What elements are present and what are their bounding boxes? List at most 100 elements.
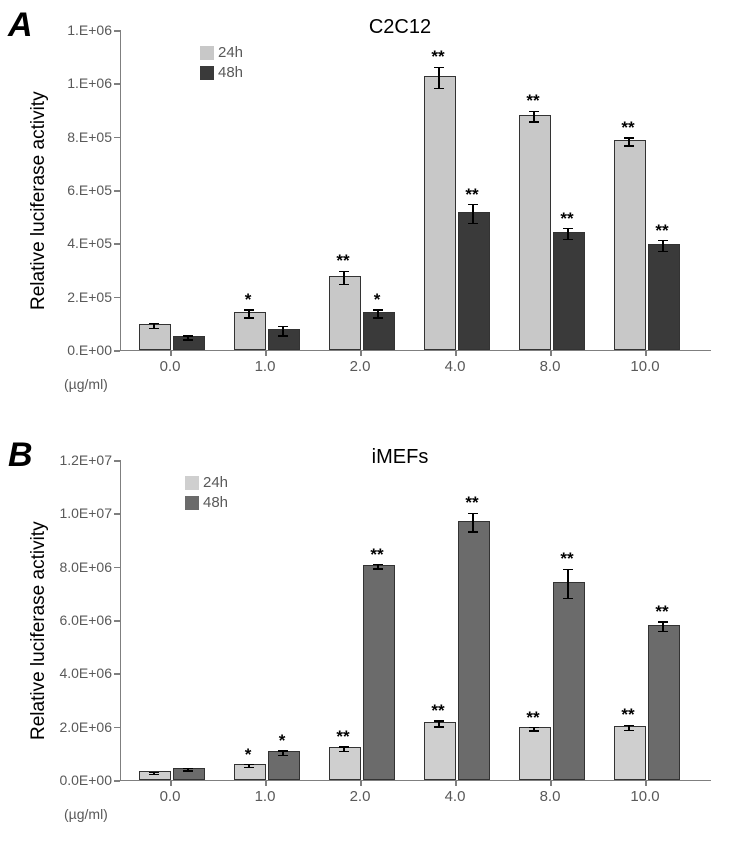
y-tick xyxy=(114,513,120,515)
error-cap xyxy=(278,326,288,328)
bar xyxy=(424,722,456,780)
significance-marker: ** xyxy=(647,221,677,241)
error-cap xyxy=(434,726,444,728)
x-tick xyxy=(550,350,552,356)
x-tick xyxy=(550,780,552,786)
error-cap xyxy=(244,317,254,319)
significance-marker: * xyxy=(233,745,263,765)
significance-marker: ** xyxy=(613,118,643,138)
y-tick-label: 0.E+00 xyxy=(48,342,112,358)
error-cap xyxy=(244,767,254,769)
error-cap xyxy=(183,768,193,770)
y-tick-label: 1.E+06 xyxy=(48,22,112,38)
error-cap xyxy=(149,328,159,330)
bar xyxy=(519,115,551,350)
bar xyxy=(173,336,205,350)
significance-marker: ** xyxy=(647,602,677,622)
x-tick-label: 0.0 xyxy=(140,788,200,805)
panel-a-label: A xyxy=(8,6,33,45)
y-tick-label: 1.E+06 xyxy=(48,75,112,91)
bar xyxy=(614,726,646,780)
x-tick-label: 10.0 xyxy=(615,788,675,805)
x-tick xyxy=(265,350,267,356)
panel-a-plot-area xyxy=(120,30,711,351)
error-cap xyxy=(434,88,444,90)
panel-a-ylabel: Relative luciferase activity xyxy=(28,91,50,310)
significance-marker: ** xyxy=(552,549,582,569)
y-tick xyxy=(114,243,120,245)
y-tick xyxy=(114,567,120,569)
bar xyxy=(648,244,680,350)
y-tick xyxy=(114,297,120,299)
significance-marker: ** xyxy=(423,47,453,67)
bar xyxy=(553,232,585,350)
error-bar xyxy=(343,271,345,284)
panel-b: B iMEFs Relative luciferase activity 24h… xyxy=(0,430,754,862)
y-tick-label: 8.0E+06 xyxy=(48,559,112,575)
x-tick xyxy=(360,780,362,786)
error-cap xyxy=(563,239,573,241)
x-tick xyxy=(455,350,457,356)
y-tick-label: 4.0E+06 xyxy=(48,665,112,681)
bar xyxy=(458,521,490,780)
error-cap xyxy=(529,730,539,732)
y-tick-label: 2.E+05 xyxy=(48,289,112,305)
x-tick-label: 10.0 xyxy=(615,358,675,375)
significance-marker: ** xyxy=(518,708,548,728)
bar xyxy=(329,276,361,350)
error-cap xyxy=(373,568,383,570)
y-tick xyxy=(114,137,120,139)
error-cap xyxy=(183,770,193,772)
panel-b-plot-area xyxy=(120,460,711,781)
panel-b-x-unit: (µg/ml) xyxy=(64,806,108,822)
error-cap xyxy=(658,631,668,633)
significance-marker: ** xyxy=(552,209,582,229)
error-cap xyxy=(149,323,159,325)
bar xyxy=(268,329,300,350)
error-cap xyxy=(278,755,288,757)
y-tick-label: 2.0E+06 xyxy=(48,719,112,735)
y-tick xyxy=(114,780,120,782)
error-cap xyxy=(468,223,478,225)
error-bar xyxy=(438,67,440,88)
error-cap xyxy=(339,751,349,753)
panel-b-label: B xyxy=(8,436,33,475)
x-tick xyxy=(360,350,362,356)
significance-marker: ** xyxy=(518,91,548,111)
error-cap xyxy=(339,284,349,286)
significance-marker: * xyxy=(267,731,297,751)
bar xyxy=(614,140,646,350)
bar xyxy=(553,582,585,780)
y-tick-label: 6.E+05 xyxy=(48,182,112,198)
x-tick-label: 8.0 xyxy=(520,358,580,375)
error-bar xyxy=(472,205,474,224)
x-tick-label: 1.0 xyxy=(235,358,295,375)
y-tick xyxy=(114,30,120,32)
panel-b-ylabel: Relative luciferase activity xyxy=(28,521,50,740)
panel-a-x-unit: (µg/ml) xyxy=(64,376,108,392)
error-cap xyxy=(658,251,668,253)
significance-marker: ** xyxy=(423,701,453,721)
x-tick-label: 0.0 xyxy=(140,358,200,375)
bar xyxy=(519,727,551,780)
x-tick xyxy=(645,350,647,356)
y-tick-label: 1.2E+07 xyxy=(48,452,112,468)
error-cap xyxy=(149,774,159,776)
y-tick xyxy=(114,350,120,352)
bar xyxy=(424,76,456,350)
bar xyxy=(458,212,490,350)
error-cap xyxy=(373,317,383,319)
significance-marker: ** xyxy=(328,251,358,271)
error-cap xyxy=(624,145,634,147)
y-tick xyxy=(114,460,120,462)
significance-marker: ** xyxy=(362,545,392,565)
x-tick xyxy=(170,350,172,356)
x-tick xyxy=(170,780,172,786)
error-cap xyxy=(278,335,288,337)
y-tick-label: 6.0E+06 xyxy=(48,612,112,628)
significance-marker: ** xyxy=(457,185,487,205)
y-tick xyxy=(114,727,120,729)
x-tick-label: 4.0 xyxy=(425,788,485,805)
x-tick-label: 2.0 xyxy=(330,788,390,805)
figure: A C2C12 Relative luciferase activity 24h… xyxy=(0,0,754,862)
